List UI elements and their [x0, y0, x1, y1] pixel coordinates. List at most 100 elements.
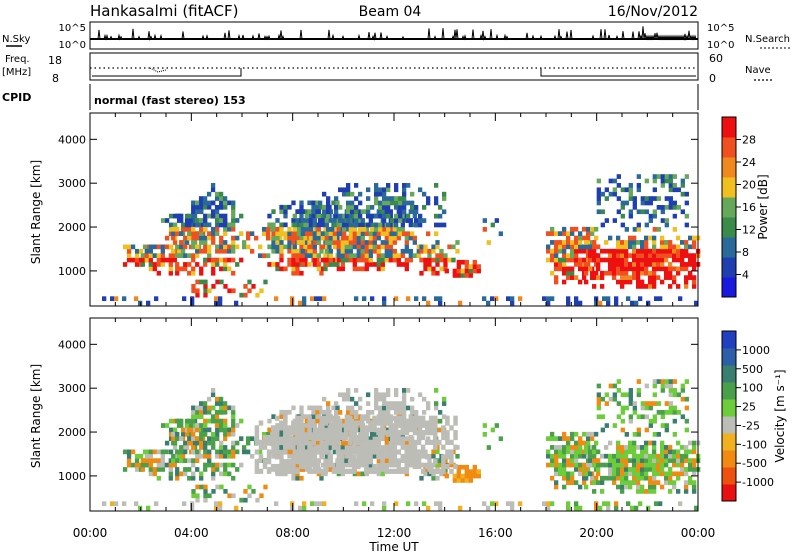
power-cell [218, 300, 223, 306]
velocity-cell [222, 405, 228, 411]
velocity-cell [392, 431, 397, 437]
velocity-cell [632, 401, 637, 406]
velocity-cell [199, 423, 204, 428]
velocity-cell [291, 453, 296, 459]
power-cell [299, 257, 304, 263]
velocity-cell [207, 436, 212, 441]
power-cell [354, 196, 359, 201]
velocity-cell [464, 469, 469, 474]
velocity-cell [315, 449, 320, 455]
velocity-cell [574, 462, 579, 468]
velocity-cell [340, 445, 345, 450]
power-cell [296, 253, 301, 259]
power-cell [356, 240, 361, 245]
velocity-cell [323, 430, 329, 436]
velocity-cell [453, 415, 458, 421]
power-cell [414, 222, 419, 228]
velocity-cell [428, 439, 434, 445]
power-cell [203, 279, 208, 285]
velocity-cell [292, 449, 297, 455]
power-cell [227, 200, 232, 206]
velocity-cell [199, 405, 204, 411]
velocity-cell [570, 449, 575, 455]
power-cell [291, 240, 296, 245]
power-cell [350, 205, 355, 210]
velocity-cell [319, 475, 324, 481]
power-cell [439, 248, 444, 254]
power-cell [628, 213, 633, 219]
velocity-cell [692, 445, 697, 450]
velocity-cell [319, 454, 325, 460]
power-cell [352, 257, 357, 263]
power-cell [438, 222, 443, 228]
power-cell [578, 300, 583, 306]
power-cell [183, 266, 188, 272]
power-cell [275, 231, 280, 236]
power-cell [584, 266, 589, 272]
velocity-cell [392, 445, 397, 450]
power-cell [203, 204, 208, 210]
velocity-cell [418, 427, 423, 433]
velocity-cell [258, 420, 264, 426]
velocity-cell [351, 459, 357, 465]
velocity-cell [606, 501, 611, 507]
velocity-cell [287, 463, 292, 470]
power-cell [562, 231, 567, 236]
power-cell [422, 296, 427, 302]
power-cell [302, 300, 307, 306]
power-cell [486, 240, 491, 245]
velocity-cell [660, 458, 665, 463]
velocity-cell [323, 420, 329, 426]
velocity-cell [231, 414, 236, 419]
velocity-cell [408, 420, 414, 426]
velocity-cell [423, 467, 428, 472]
velocity-cell [620, 462, 625, 468]
velocity-cell [620, 418, 625, 424]
colorbar-tick-label: 25 [742, 401, 756, 414]
power-cell [183, 244, 188, 250]
power-cell [668, 178, 673, 184]
velocity-cell [620, 458, 625, 463]
velocity-cell [416, 449, 422, 455]
velocity-cell [211, 489, 216, 494]
velocity-cell [420, 420, 426, 426]
power-cell [227, 257, 232, 263]
velocity-cell [402, 392, 407, 398]
power-cell [274, 296, 279, 302]
velocity-cell [340, 423, 345, 428]
velocity-cell [636, 432, 641, 437]
power-cell [410, 231, 415, 237]
velocity-cell [376, 444, 381, 450]
power-cell [308, 231, 313, 237]
power-cell [652, 244, 657, 250]
velocity-cell [586, 436, 591, 441]
power-cell [620, 187, 625, 193]
power-cell [644, 222, 649, 228]
power-cell [588, 244, 593, 250]
power-cell [452, 268, 457, 274]
power-cell [227, 266, 232, 272]
power-cell [334, 205, 339, 210]
velocity-cell [322, 396, 327, 402]
velocity-cell [449, 468, 454, 474]
power-cell [218, 222, 224, 228]
velocity-cell [408, 425, 414, 431]
velocity-cell [364, 439, 369, 445]
power-cell [336, 222, 341, 228]
velocity-cell [664, 445, 669, 450]
power-cell [628, 187, 633, 193]
velocity-cell [620, 392, 625, 398]
power-cell [336, 226, 341, 232]
power-cell [668, 187, 673, 193]
velocity-cell [624, 475, 629, 481]
power-cell [636, 275, 641, 280]
velocity-cell [203, 449, 208, 455]
power-cell [412, 240, 417, 245]
velocity-cell [404, 449, 410, 455]
velocity-cell [287, 453, 292, 459]
power-cell [179, 218, 184, 223]
velocity-cell [433, 439, 438, 445]
velocity-cell [600, 489, 605, 494]
power-cell [442, 196, 447, 201]
velocity-cell [243, 489, 248, 494]
